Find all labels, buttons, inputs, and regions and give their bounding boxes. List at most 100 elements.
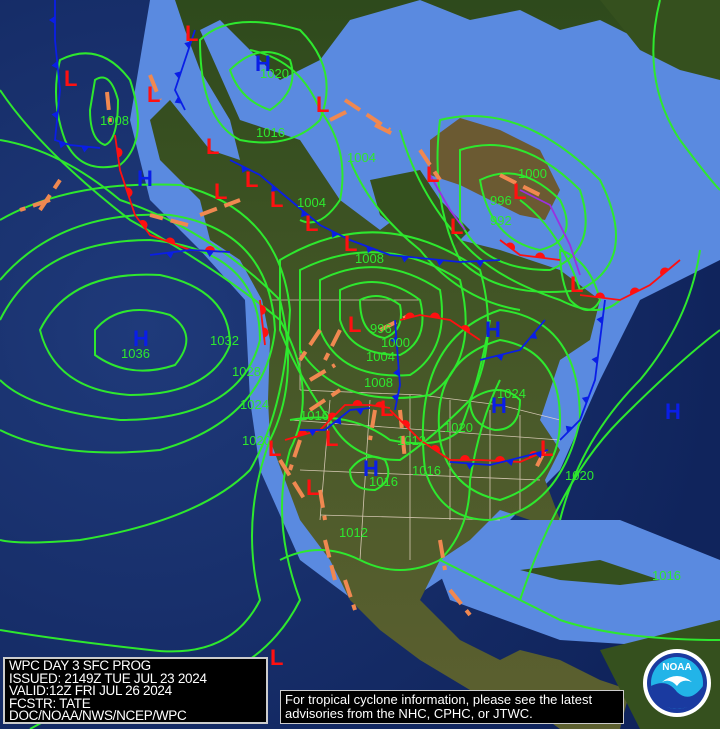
low-pressure-center: L <box>270 645 283 670</box>
cold-front-triangle <box>58 141 67 149</box>
isobar-line <box>348 455 390 492</box>
low-pressure-center: L <box>214 179 227 204</box>
isobar-line <box>0 139 289 653</box>
low-pressure-center: L <box>513 179 526 204</box>
low-pressure-center: L <box>306 475 319 500</box>
forecast-info-box: WPC DAY 3 SFC PROG ISSUED: 2149Z TUE JUL… <box>3 657 268 724</box>
trough-line <box>329 108 351 122</box>
trough-line <box>533 449 547 471</box>
occ-front <box>519 189 581 276</box>
isobar-label: 1020 <box>565 468 594 483</box>
warm-front-semicircle <box>401 420 410 429</box>
cold-front <box>479 319 546 361</box>
cuba <box>520 560 660 585</box>
low-pressure-center: L <box>316 92 329 117</box>
warm-front-semicircle <box>430 312 440 319</box>
trough-line <box>318 489 327 521</box>
warm-front <box>284 404 391 441</box>
cold-front-triangle <box>476 260 484 267</box>
isobar-labels: 1036 1032 1028 1024 1020 1016 1008 1020 1016 1004… <box>100 66 681 583</box>
warm-front-semicircle <box>460 325 470 333</box>
low-pressure-center: L <box>305 211 318 236</box>
isobar-line <box>0 238 262 422</box>
isobar-label: 1020 <box>444 420 473 435</box>
isobar-label: 1016 <box>369 474 398 489</box>
trough-line <box>149 213 189 227</box>
warm-front-semicircle <box>352 400 363 405</box>
isobar-label: 1004 <box>297 195 326 210</box>
troughs <box>19 74 547 617</box>
cold-front-triangle <box>436 259 444 266</box>
low-pressure-center: L <box>147 82 160 107</box>
isobar-label: 1024 <box>240 397 269 412</box>
high-pressure-center: H <box>255 51 271 76</box>
trough-line <box>448 588 472 617</box>
isobar-label: 1020 <box>260 66 289 81</box>
trough-line <box>418 148 442 182</box>
isobar-line <box>198 21 328 144</box>
warm-front-semicircle <box>262 327 269 338</box>
cold-front-triangle <box>174 71 182 79</box>
trough-line <box>199 198 241 217</box>
low-pressure-center: L <box>270 187 283 212</box>
isobar-line <box>38 273 232 397</box>
cold-front-triangle <box>401 256 409 263</box>
cold-front-triangle <box>466 463 474 470</box>
cold-front-triangle <box>241 165 249 173</box>
isobar-label: 1016 <box>300 408 329 423</box>
isobar-line <box>652 0 720 191</box>
cold-front-triangle <box>81 146 89 153</box>
warm-front-semicircle <box>405 312 415 319</box>
isobar-line <box>319 266 443 377</box>
trough-line <box>308 363 337 382</box>
trough-line <box>278 458 307 502</box>
warm-front-semicircle <box>297 430 308 437</box>
fronts <box>49 0 681 470</box>
cold-front-triangle <box>206 250 214 257</box>
isobar-label: 1024 <box>497 386 526 401</box>
baffin-island <box>370 170 470 250</box>
high-pressure-center: H <box>133 326 149 351</box>
isobar-label: 1012 <box>397 433 426 448</box>
isobar-line <box>249 49 344 224</box>
cold-front-triangle <box>271 184 279 193</box>
high-pressure-center: H <box>363 456 379 481</box>
cold-front-triangle <box>334 417 342 425</box>
warm-front-semicircle <box>116 147 123 158</box>
cold-front <box>149 249 231 256</box>
cold-front-triangle <box>308 430 317 436</box>
isobar-label: 1004 <box>347 150 376 165</box>
cold-front-triangle <box>166 252 174 259</box>
trough-line <box>38 178 62 212</box>
warm-front-semicircle <box>260 305 266 315</box>
isobar-line <box>459 144 587 272</box>
warm-front-semicircle <box>125 187 133 198</box>
warm-front-semicircle <box>495 456 506 462</box>
cold-front-triangle <box>51 61 58 69</box>
low-pressure-center: L <box>325 426 338 451</box>
agency: DOC/NOAA/NWS/NCEP/WPC <box>9 708 187 723</box>
low-pressure-center: L <box>64 66 77 91</box>
isobar-label: 1028 <box>232 364 261 379</box>
noaa-logo-icon[interactable]: NOAA <box>642 648 712 718</box>
isobar-label: 1020 <box>242 433 271 448</box>
cold-front-triangle <box>331 230 339 238</box>
isobar-line <box>468 389 522 432</box>
warm-front-semicircle <box>430 445 440 453</box>
cold-front-triangle <box>184 41 192 49</box>
isobar-line <box>279 231 489 462</box>
high-pressure-center: H <box>485 317 501 342</box>
warm-front-semicircle <box>139 220 148 229</box>
cold-front-triangle <box>581 396 589 404</box>
isobar-line <box>437 338 562 502</box>
isobar-label: 996 <box>370 321 392 336</box>
warm-front-semicircle <box>630 287 640 295</box>
eurasia-top <box>600 0 720 80</box>
high-pressure-center: H <box>665 399 681 424</box>
low-pressure-center: L <box>344 231 357 256</box>
isobar-label: 1016 <box>256 125 285 140</box>
notice-line-2: advisories from the NHC, CPHC, or JTWC. <box>285 706 533 721</box>
occ-front <box>429 174 466 231</box>
trough-line <box>105 91 112 123</box>
